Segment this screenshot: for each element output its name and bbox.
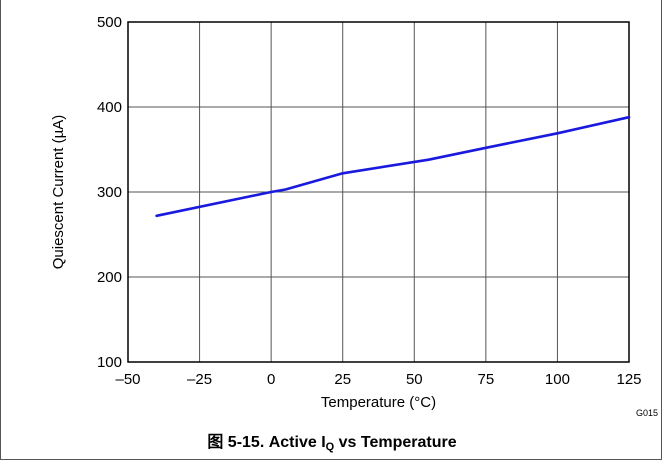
x-tick-label: 0 — [267, 371, 275, 388]
figure-code: G015 — [636, 408, 658, 418]
x-tick-label: 50 — [406, 371, 423, 388]
x-tick-label: –25 — [187, 371, 212, 388]
plot-area-border — [127, 21, 630, 363]
line-chart: –50 –25 0 25 50 75 100 125 100 200 300 400 500 Temper… — [50, 14, 658, 418]
x-tick-label: 100 — [545, 371, 570, 388]
y-tick-label: 100 — [97, 354, 122, 371]
x-tick-label: 75 — [478, 371, 495, 388]
y-tick-label: 500 — [97, 14, 122, 31]
y-tick-label: 300 — [97, 184, 122, 201]
x-tick-label: 25 — [334, 371, 351, 388]
x-axis-title: Temperature (°C) — [321, 394, 436, 411]
x-tick-label: –50 — [115, 371, 140, 388]
y-axis-title: Quiescent Current (µA) — [50, 115, 67, 270]
y-tick-label: 200 — [97, 269, 122, 286]
caption-prefix: 图 5-15. Active I — [207, 434, 326, 451]
caption-subscript: Q — [325, 441, 335, 453]
y-tick-label: 400 — [97, 99, 122, 116]
figure-caption: 图 5-15. Active IQ vs Temperature — [1, 428, 662, 453]
data-series-line — [155, 115, 631, 218]
caption-suffix: vs Temperature — [334, 434, 457, 451]
x-tick-label: 125 — [616, 371, 641, 388]
